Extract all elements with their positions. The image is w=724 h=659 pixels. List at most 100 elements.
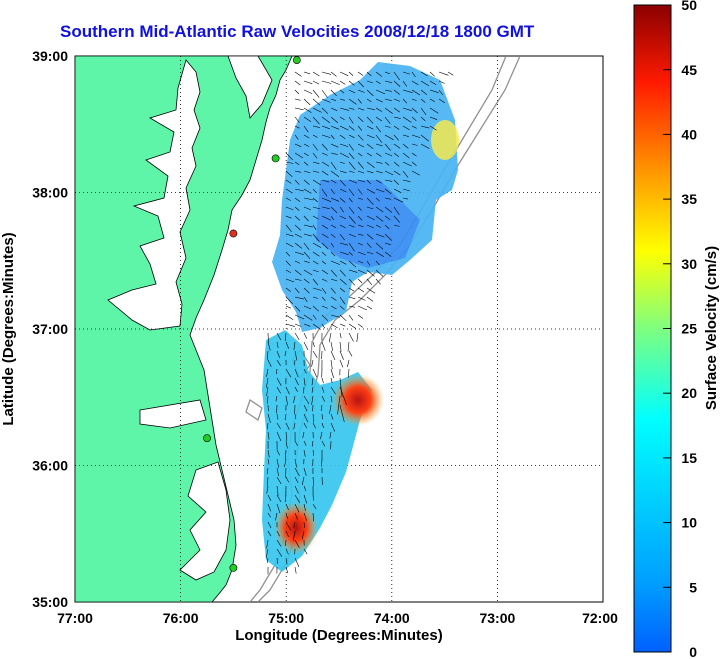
velocity-vector (312, 305, 319, 312)
velocity-vector (366, 269, 375, 277)
velocity-vector (303, 440, 307, 446)
velocity-vector (347, 359, 350, 368)
velocity-vector (330, 224, 337, 229)
velocity-vector (294, 494, 301, 503)
velocity-vector (312, 143, 319, 151)
velocity-vector (366, 143, 374, 149)
velocity-vector (276, 341, 279, 349)
velocity-vector (294, 350, 298, 361)
velocity-vector (312, 197, 318, 203)
velocity-vector (366, 170, 374, 174)
velocity-vector (294, 152, 304, 159)
velocity-vector (294, 377, 299, 386)
velocity-vector (285, 287, 291, 292)
velocity-vector (366, 197, 374, 205)
velocity-vector (303, 206, 311, 211)
velocity-vector (357, 188, 363, 195)
velocity-vector (285, 503, 289, 511)
velocity-vector (339, 107, 350, 111)
velocity-vector (294, 539, 300, 548)
velocity-vector (303, 125, 309, 133)
velocity-vector (330, 71, 337, 77)
velocity-vector (311, 377, 314, 386)
velocity-vector (321, 134, 331, 138)
velocity-vector (330, 368, 334, 379)
velocity-vector (284, 413, 287, 421)
velocity-vector (348, 116, 354, 124)
map-title: Southern Mid-Atlantic Raw Velocities 200… (60, 22, 535, 41)
colorbar-tick-label: 40 (681, 127, 697, 143)
velocity-vector (285, 224, 292, 232)
velocity-vector (348, 206, 355, 214)
velocity-vector (276, 332, 282, 341)
velocity-vector (348, 125, 355, 131)
velocity-vector (312, 206, 321, 210)
velocity-vector (339, 251, 349, 255)
velocity-vector (321, 125, 330, 130)
velocity-vector (312, 314, 317, 320)
velocity-vector (276, 431, 282, 442)
velocity-vector (294, 80, 301, 86)
velocity-vector (312, 494, 314, 501)
velocity-vector (294, 314, 305, 320)
velocity-vector (294, 305, 301, 312)
velocity-vector (312, 260, 319, 265)
velocity-vector (321, 251, 327, 256)
velocity-vector (339, 323, 346, 327)
velocity-vector (339, 278, 347, 285)
velocity-vector (330, 143, 339, 148)
velocity-vector (303, 98, 311, 106)
velocity-vector (357, 125, 363, 131)
velocity-vector (312, 224, 317, 230)
velocity-vector (375, 80, 381, 85)
velocity-vector (321, 440, 326, 447)
velocity-vector (375, 242, 384, 250)
velocity-vector (312, 233, 320, 242)
velocity-vector (402, 188, 411, 192)
velocity-vector (303, 161, 309, 166)
velocity-vector (330, 413, 334, 420)
velocity-vector (266, 377, 269, 388)
velocity-vector (276, 503, 281, 514)
velocity-vector (294, 242, 303, 249)
velocity-vector (339, 305, 345, 310)
velocity-vector (366, 80, 373, 84)
velocity-vector (285, 179, 292, 184)
velocity-vector (294, 368, 299, 378)
x-axis-ticks: 77:00 76:00 75:00 74:00 73:00 72:00 (57, 610, 618, 626)
velocity-vector (276, 467, 279, 477)
velocity-vector (348, 170, 355, 173)
chesapeake-bay (107, 59, 201, 331)
velocity-vector (312, 449, 314, 456)
velocity-vector (339, 287, 345, 293)
velocity-vector (366, 107, 375, 111)
velocity-vector (294, 125, 300, 129)
velocity-vector (339, 206, 344, 213)
velocity-vector (357, 71, 364, 76)
velocity-vector (375, 89, 386, 95)
velocity-vector (411, 170, 420, 176)
velocity-vector (285, 530, 289, 537)
velocity-vector (339, 188, 347, 193)
velocity-vector (267, 503, 272, 512)
velocity-vector (267, 350, 269, 360)
velocity-vector (276, 413, 279, 420)
velocity-vector (294, 233, 302, 238)
velocity-vector (348, 242, 355, 252)
velocity-vector (312, 89, 320, 98)
velocity-vector (366, 152, 373, 157)
x-tick-label: 72:00 (582, 610, 618, 626)
velocity-vector (339, 89, 345, 94)
velocity-vector (393, 179, 399, 185)
velocity-vector (276, 494, 282, 503)
velocity-vector (357, 197, 363, 200)
x-tick-label: 77:00 (57, 610, 93, 626)
velocity-vector (330, 188, 335, 195)
station-marker (292, 56, 301, 64)
velocity-vector (285, 521, 291, 531)
velocity-vector (266, 386, 269, 396)
velocity-vector (303, 377, 306, 386)
velocity-vector (321, 377, 324, 384)
velocity-hotspot-south (274, 502, 318, 554)
velocity-vector (330, 98, 336, 101)
